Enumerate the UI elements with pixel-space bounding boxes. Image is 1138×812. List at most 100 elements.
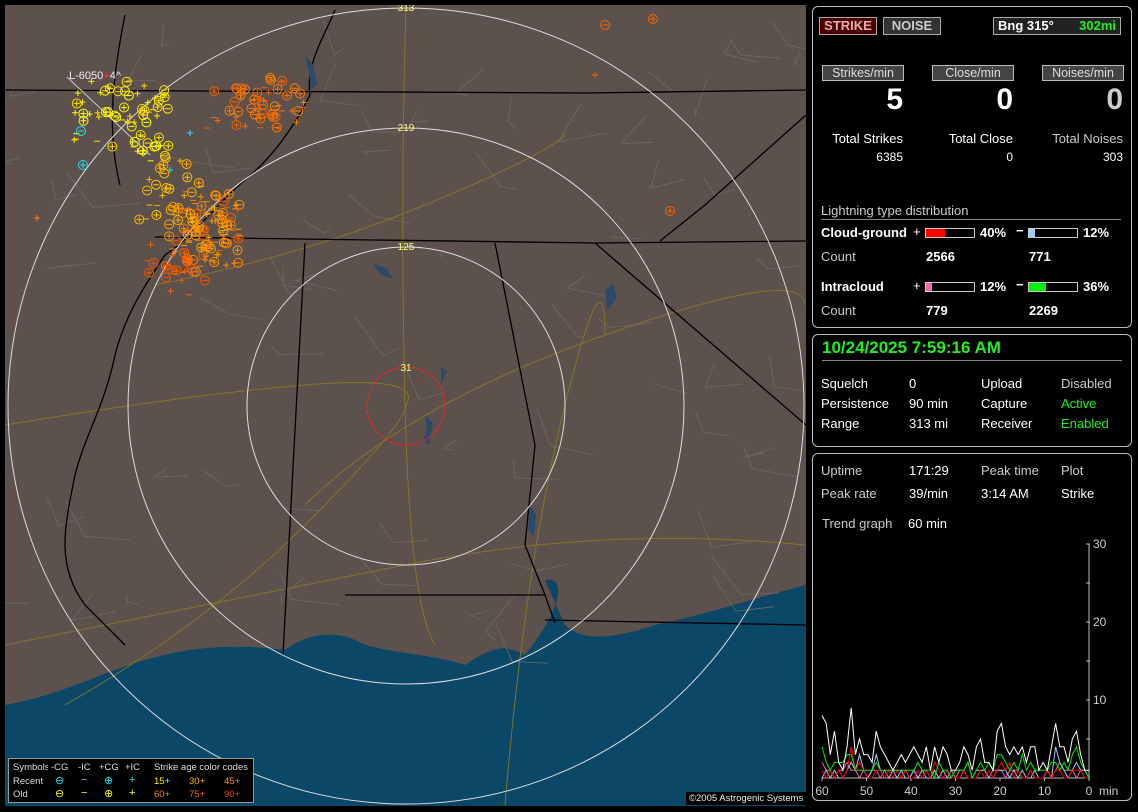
strike-marker <box>181 268 188 275</box>
strike-marker <box>229 96 240 107</box>
strike-marker <box>94 109 101 116</box>
strike-marker <box>165 204 176 215</box>
strike-marker <box>222 220 233 231</box>
trend-graph-label: Trend graph <box>822 516 893 531</box>
strike-map[interactable]: 31 125 219 313 L-6050+4^ <box>5 5 806 806</box>
county-line <box>280 576 305 606</box>
uptime-label: Uptime <box>821 463 863 478</box>
county-line <box>485 594 515 641</box>
strike-marker <box>79 99 86 106</box>
strike-marker <box>270 111 281 122</box>
strike-marker <box>134 148 141 155</box>
strike-marker <box>148 258 159 269</box>
strike-marker <box>231 260 238 267</box>
strikes-per-min-button[interactable]: Strikes/min <box>822 65 904 81</box>
ring-label-31: 31 <box>400 363 412 374</box>
county-line <box>597 317 654 329</box>
y-tick-label: 30 <box>1093 537 1107 551</box>
highway <box>5 382 409 426</box>
strike-marker <box>185 209 196 220</box>
noises-per-min-value: 0 <box>1106 83 1123 116</box>
county-line <box>319 63 359 107</box>
copyright: ©2005 Astrogenic Systems <box>686 792 807 805</box>
peak-rate-label: Peak rate <box>821 486 877 501</box>
y-tick-label: 20 <box>1093 615 1107 629</box>
ring-label-125: 125 <box>398 242 415 253</box>
strike-marker <box>173 203 184 214</box>
strike-marker <box>246 103 257 114</box>
strike-marker <box>269 101 280 112</box>
age-code: 75+ <box>189 789 206 800</box>
county-line <box>723 39 758 63</box>
trend-series-line <box>821 746 1089 780</box>
old-minus-ic-icon: − <box>81 787 88 799</box>
county-line <box>440 248 445 258</box>
strike-marker <box>181 255 192 266</box>
county-line <box>294 271 337 291</box>
strike-marker <box>233 233 244 244</box>
x-tick-label: 60 <box>815 784 829 798</box>
county-line <box>711 555 780 595</box>
strike-marker <box>146 176 153 183</box>
strike-marker <box>167 167 173 173</box>
county-line <box>199 296 264 320</box>
county-line <box>354 551 416 587</box>
noise-button[interactable]: NOISE <box>883 17 941 35</box>
cg-plus-count: 2566 <box>926 249 955 264</box>
county-line <box>46 497 85 527</box>
strike-marker <box>142 185 153 196</box>
strike-marker <box>142 138 153 149</box>
strike-marker <box>153 132 164 143</box>
highway <box>154 134 566 286</box>
ic-plus-percent: 12% <box>980 279 1007 294</box>
strike-marker <box>202 256 209 263</box>
noises-per-min-button[interactable]: Noises/min <box>1042 65 1124 81</box>
plot-value[interactable]: Strike <box>1061 486 1095 501</box>
county-line <box>278 569 340 606</box>
ic-minus-count: 2269 <box>1029 303 1058 318</box>
age-code: 15+ <box>154 776 171 787</box>
county-line <box>512 460 559 480</box>
strike-marker <box>107 141 118 152</box>
strike-marker <box>210 190 221 201</box>
range-ring <box>127 127 685 685</box>
total-noises-label: Total Noises <box>1052 131 1123 146</box>
close-per-min-button[interactable]: Close/min <box>932 65 1014 81</box>
strike-marker <box>187 130 193 136</box>
strike-marker <box>232 245 243 256</box>
strike-marker <box>665 206 675 216</box>
plus-sign: + <box>913 278 921 293</box>
total-close-value: 0 <box>1006 150 1013 164</box>
range-ring <box>7 7 805 805</box>
county-line <box>402 361 444 401</box>
strike-marker <box>209 86 220 97</box>
county-line <box>729 38 781 59</box>
strike-marker <box>249 109 260 120</box>
minus-sign: − <box>1016 277 1024 292</box>
strike-marker <box>172 248 179 255</box>
county-line <box>650 159 686 189</box>
age-code: 30+ <box>189 776 206 787</box>
plus-sign: + <box>913 224 921 239</box>
old-minus-cg-icon: ⊖ <box>55 788 65 800</box>
capture-label: Capture <box>981 396 1028 411</box>
strike-marker <box>71 136 78 143</box>
county-line <box>507 97 516 130</box>
strike-marker <box>100 85 111 96</box>
strike-marker <box>272 84 283 95</box>
highway <box>64 404 407 706</box>
strike-marker <box>234 206 241 213</box>
county-line <box>771 20 806 50</box>
strike-button[interactable]: STRIKE <box>819 17 877 35</box>
ic-minus-bar <box>1028 282 1078 292</box>
county-line <box>5 158 19 165</box>
strike-marker <box>186 263 197 274</box>
total-close-label: Total Close <box>948 131 1013 146</box>
range-label: Range <box>821 416 860 431</box>
county-line <box>282 265 312 291</box>
x-tick-label: 50 <box>860 784 874 798</box>
county-line <box>510 562 569 572</box>
strike-marker <box>281 90 292 101</box>
county-line <box>441 439 458 451</box>
recent-minus-ic-icon: − <box>81 774 88 786</box>
